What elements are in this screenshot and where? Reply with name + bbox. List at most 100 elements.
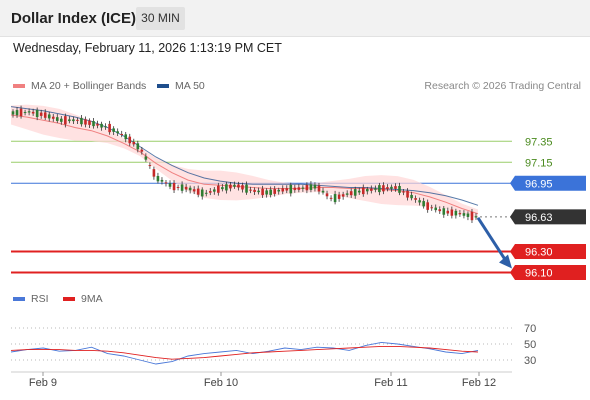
candle-body [60, 118, 63, 122]
candle-body [406, 190, 409, 198]
candle-body [176, 186, 180, 188]
datetime-label: Wednesday, February 11, 2026 1:13:19 PM … [13, 41, 282, 55]
candle-body [23, 112, 27, 114]
candle-body [329, 197, 333, 199]
candle-body [72, 119, 75, 122]
x-axis-tick-label: Feb 10 [204, 377, 238, 389]
candle-body [386, 187, 389, 189]
candle-body [466, 213, 470, 217]
candle-body [470, 211, 474, 221]
price-level-tag-current [510, 209, 515, 225]
candle-body [11, 111, 15, 115]
candle-body [241, 185, 244, 190]
candle-body [84, 119, 87, 125]
candle-body [35, 109, 39, 118]
candle-body [422, 201, 425, 207]
legend-ma50: MA 50 [157, 80, 205, 92]
price-level-tag-pivot [510, 175, 515, 191]
candle-body [116, 131, 119, 134]
candle-body [341, 194, 345, 197]
candle-body [132, 141, 136, 145]
ma20-swatch [13, 84, 25, 89]
rsi-ma9-line [10, 345, 479, 360]
rsi-line [10, 341, 479, 365]
candle-body [192, 189, 196, 192]
candle-body [39, 112, 43, 116]
legend-ma9: 9MA [63, 293, 103, 305]
candle-body [450, 209, 454, 216]
rsi-swatch [13, 297, 25, 302]
legend-ma9-label: 9MA [81, 293, 103, 305]
price-level-box-current [515, 209, 586, 225]
x-axis-tick-label: Feb 12 [462, 377, 496, 389]
price-level-label-resistance: 97.35 [525, 136, 553, 148]
candle-body [128, 136, 132, 144]
rsi-tick-label: 30 [524, 355, 536, 367]
candle-body [325, 193, 329, 197]
timeframe-button[interactable]: 30 MIN [136, 7, 185, 30]
candle-body [237, 184, 240, 188]
candle-body [217, 185, 220, 193]
candle-body [221, 187, 224, 190]
candle-body [108, 123, 111, 133]
candle-body [188, 187, 192, 191]
x-axis-tick-label: Feb 11 [374, 377, 407, 389]
candle-body [345, 193, 349, 195]
price-level-label-pivot: 96.95 [525, 178, 553, 190]
candle-body [458, 213, 462, 215]
candle-body [442, 208, 446, 215]
candle-body [140, 149, 144, 152]
candle-body [180, 184, 184, 191]
candle-body [382, 185, 385, 192]
legend-rsi-label: RSI [31, 293, 49, 305]
candle-body [410, 194, 413, 199]
candle-body [430, 207, 434, 209]
price-level-label-support: 96.30 [525, 247, 553, 259]
candle-body [297, 187, 301, 190]
candle-body [394, 186, 397, 189]
candle-body [285, 188, 289, 191]
candle-body [88, 120, 91, 125]
rsi-tick-label: 70 [524, 323, 536, 335]
chart-credit: Research © 2026 Trading Central [424, 80, 581, 92]
candle-body [374, 188, 377, 190]
candle-body [233, 184, 236, 187]
candle-body [390, 186, 393, 189]
x-axis-tick-label: Feb 9 [29, 377, 57, 389]
candle-body [414, 198, 417, 200]
candle-body [265, 190, 268, 195]
candle-body [43, 112, 47, 118]
legend-rsi: RSI [13, 293, 49, 305]
page-title: Dollar Index (ICE) [11, 10, 137, 27]
candle-body [378, 185, 381, 193]
candle-body [398, 185, 401, 193]
candle-body [438, 209, 442, 212]
price-level-tag-support [510, 265, 515, 280]
candle-body [200, 189, 204, 197]
candle-body [289, 184, 293, 194]
candle-body [353, 189, 357, 196]
candle-body [15, 110, 19, 116]
candle-body [208, 191, 212, 193]
candle-body [253, 189, 256, 192]
candle-body [269, 189, 272, 195]
price-level-box-support [515, 244, 586, 259]
candle-body [277, 189, 281, 192]
forecast-arrowhead [499, 254, 512, 269]
candle-body [249, 189, 252, 191]
candle-body [27, 111, 31, 113]
legend-ma20: MA 20 + Bollinger Bands [13, 80, 146, 92]
rsi-tick-label: 50 [524, 339, 536, 351]
candle-body [68, 119, 71, 122]
price-level-tag-support [510, 244, 515, 259]
candle-body [152, 169, 156, 177]
candle-body [120, 133, 124, 135]
candle-body [245, 184, 248, 193]
candle-body [213, 189, 216, 192]
candle-body [184, 186, 188, 190]
candle-body [124, 134, 128, 140]
candle-body [349, 191, 353, 196]
candle-body [51, 116, 55, 119]
legend-ma50-label: MA 50 [175, 80, 205, 92]
